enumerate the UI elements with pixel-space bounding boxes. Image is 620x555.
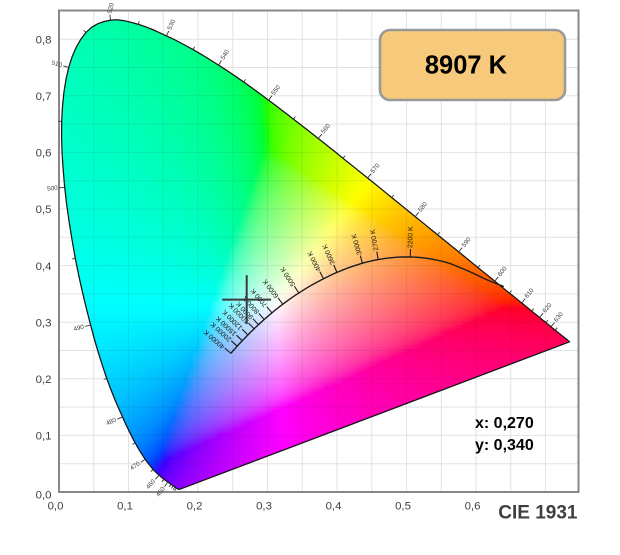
svg-text:0,4: 0,4 xyxy=(326,501,342,513)
svg-text:x: 0,270: x: 0,270 xyxy=(475,415,534,432)
svg-text:y: 0,340: y: 0,340 xyxy=(475,437,534,454)
svg-text:0,3: 0,3 xyxy=(256,501,272,513)
svg-text:8907 K: 8907 K xyxy=(425,52,508,80)
svg-text:0,2: 0,2 xyxy=(36,374,52,386)
svg-text:0,3: 0,3 xyxy=(36,317,52,329)
svg-text:520: 520 xyxy=(106,2,116,14)
svg-text:470: 470 xyxy=(129,460,142,472)
svg-text:0,5: 0,5 xyxy=(395,501,411,513)
svg-text:530: 530 xyxy=(166,18,177,31)
svg-text:490: 490 xyxy=(73,323,85,333)
svg-text:510: 510 xyxy=(51,60,63,70)
svg-text:0,1: 0,1 xyxy=(36,431,52,443)
svg-text:0,6: 0,6 xyxy=(465,501,481,513)
svg-text:CIE 1931: CIE 1931 xyxy=(498,503,578,524)
svg-text:0,0: 0,0 xyxy=(36,489,52,501)
svg-text:0,0: 0,0 xyxy=(48,501,64,513)
svg-text:0,1: 0,1 xyxy=(117,501,133,513)
svg-text:2200 K: 2200 K xyxy=(407,226,414,248)
svg-text:0,7: 0,7 xyxy=(36,91,52,103)
svg-text:0,6: 0,6 xyxy=(36,148,52,160)
svg-text:2700 K: 2700 K xyxy=(370,228,381,251)
svg-text:500: 500 xyxy=(47,185,59,193)
svg-text:0,2: 0,2 xyxy=(187,501,203,513)
svg-text:0,5: 0,5 xyxy=(36,204,52,216)
svg-text:480: 480 xyxy=(105,416,118,427)
svg-text:540: 540 xyxy=(220,48,232,61)
svg-text:0,8: 0,8 xyxy=(36,34,52,46)
svg-text:0,4: 0,4 xyxy=(36,261,52,273)
